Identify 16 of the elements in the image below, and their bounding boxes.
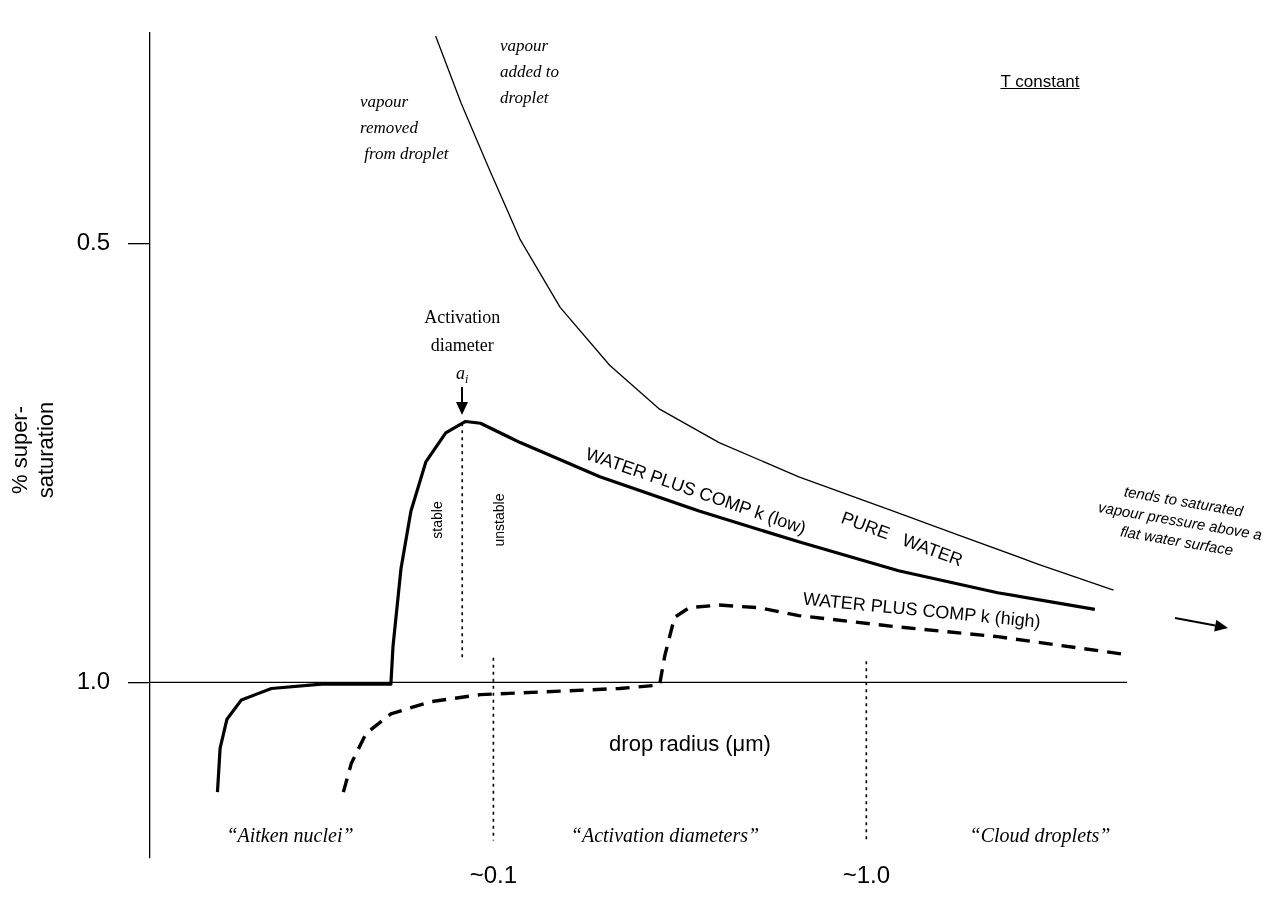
x-axis-title: drop radius (μm) [609,731,771,757]
y-axis-title: % super-saturation [7,401,59,499]
annotation: “Activation diameters” [570,824,760,847]
y-tick-label: 0.5 [76,227,110,255]
annotation: “Aitken nuclei” [226,824,354,847]
annotation: vapour added to droplet [500,36,560,108]
text: WATER PLUS COMP k (high) [802,588,1042,632]
y-tick-label: 1.0 [76,666,110,694]
x-tick-label: ~1.0 [842,861,891,889]
x-tick-label: ~0.1 [469,861,518,889]
annotation: tends to saturated vapour pressure above a flat water surface [1097,482,1264,559]
annotation: stable [428,501,445,539]
annotation: unstable [490,493,507,547]
annotation: vapour removed from droplet [360,92,450,164]
annotation: “Cloud droplets” [969,824,1111,848]
annotation: T constant [1000,72,1080,92]
